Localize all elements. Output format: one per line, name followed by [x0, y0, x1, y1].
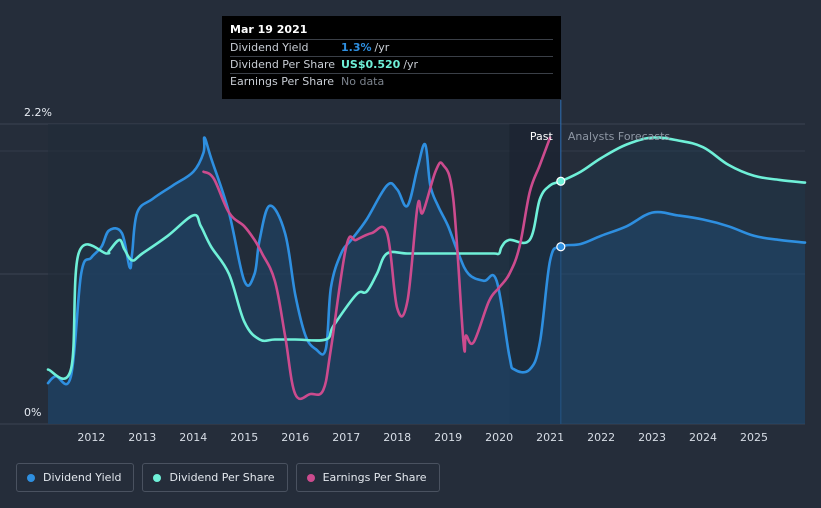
- axis-labels: 2.2% 0% 2012 2013 2014 2015 2016 2017 2018 2019 20…: [24, 106, 768, 444]
- tooltip-unit: /yr: [374, 41, 390, 54]
- y-tick-label: 2.2%: [24, 106, 52, 119]
- tooltip: Mar 19 2021 Dividend Yield 1.3% /yr Divi…: [222, 16, 561, 99]
- legend-item-dividend-yield[interactable]: Dividend Yield: [16, 463, 135, 492]
- area-fills: [48, 137, 805, 424]
- tooltip-row-dividend-yield: Dividend Yield 1.3% /yr: [230, 39, 553, 56]
- past-label: Past: [530, 130, 554, 143]
- yield-area: [48, 137, 805, 424]
- x-tick-label: 2013: [128, 431, 156, 444]
- tooltip-label: Dividend Per Share: [230, 58, 336, 71]
- tooltip-date: Mar 19 2021: [230, 23, 308, 36]
- tooltip-row-earnings-per-share: Earnings Per Share No data: [230, 73, 553, 90]
- legend-label: Dividend Yield: [43, 471, 122, 484]
- legend: Dividend Yield Dividend Per Share Earnin…: [16, 463, 440, 492]
- x-tick-label: 2024: [689, 431, 717, 444]
- legend-label: Dividend Per Share: [169, 471, 275, 484]
- tooltip-value: US$0.520: [341, 58, 401, 71]
- dps-marker: [556, 176, 566, 186]
- earnings-per-share-dot-icon: [306, 473, 315, 482]
- x-tick-label: 2021: [536, 431, 564, 444]
- legend-item-earnings-per-share[interactable]: Earnings Per Share: [295, 463, 440, 492]
- x-tick-label: 2025: [740, 431, 768, 444]
- legend-item-dividend-per-share[interactable]: Dividend Per Share: [142, 463, 288, 492]
- x-tick-label: 2016: [281, 431, 309, 444]
- x-tick-label: 2022: [587, 431, 615, 444]
- dps-area: [48, 137, 805, 424]
- tooltip-label: Dividend Yield: [230, 41, 309, 54]
- yield-marker: [556, 242, 566, 252]
- forecast-label: Analysts Forecasts: [568, 130, 671, 143]
- dps-line: [46, 136, 807, 380]
- x-tick-label: 2018: [383, 431, 411, 444]
- x-tick-label: 2012: [77, 431, 105, 444]
- tooltip-unit: /yr: [403, 58, 419, 71]
- tooltip-label: Earnings Per Share: [230, 75, 335, 88]
- hover-markers: [556, 176, 566, 252]
- x-tick-label: 2023: [638, 431, 666, 444]
- tooltip-row-dividend-per-share: Dividend Per Share US$0.520 /yr: [230, 56, 553, 73]
- x-tick-label: 2015: [230, 431, 258, 444]
- dividend-per-share-dot-icon: [153, 473, 162, 482]
- legend-label: Earnings Per Share: [322, 471, 427, 484]
- tooltip-value: 1.3%: [341, 41, 372, 54]
- x-tick-label: 2014: [179, 431, 207, 444]
- dividend-yield-dot-icon: [27, 473, 35, 482]
- y-tick-label: 0%: [24, 406, 41, 419]
- x-tick-label: 2017: [332, 431, 360, 444]
- x-tick-label: 2019: [434, 431, 462, 444]
- tooltip-value: No data: [341, 75, 385, 88]
- x-tick-label: 2020: [485, 431, 513, 444]
- eps-line: [202, 136, 552, 401]
- history-region: [48, 124, 510, 424]
